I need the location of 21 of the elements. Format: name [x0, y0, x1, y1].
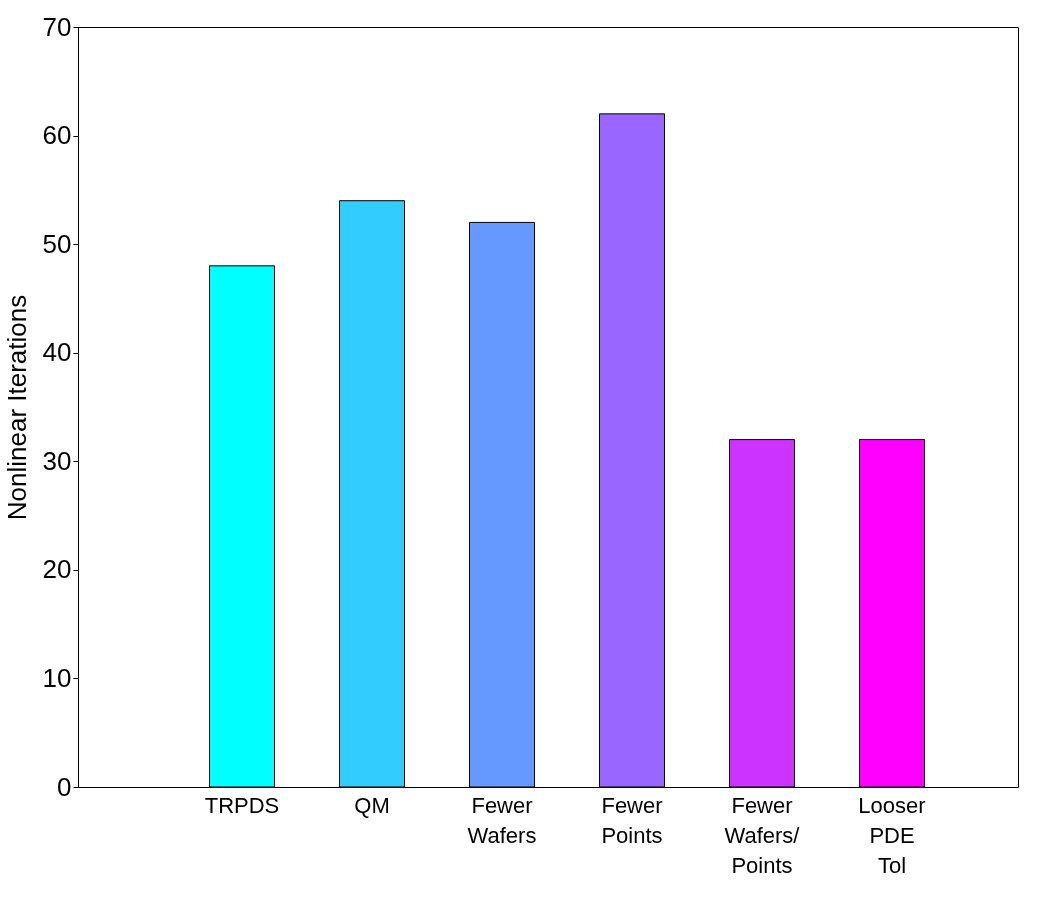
bar [729, 439, 795, 788]
x-tick-label: TRPDS [204, 792, 280, 818]
x-tick-label: Fewer Wafers/ Points [724, 792, 801, 878]
y-tick-label: 70 [42, 11, 72, 42]
x-tick-label: Looser PDE Tol [858, 792, 926, 878]
y-tick-label: 50 [42, 228, 72, 259]
y-tick-label: 10 [42, 662, 72, 693]
bar [469, 221, 535, 788]
y-tick-label: 30 [42, 445, 72, 476]
bar [859, 439, 925, 788]
y-tick-label: 20 [42, 554, 72, 585]
x-tick-label: Fewer Wafers [467, 792, 537, 848]
y-tick-label: 60 [42, 120, 72, 151]
bar [209, 265, 275, 788]
bar [339, 200, 405, 788]
x-tick-label: Fewer Points [601, 792, 663, 848]
y-axis-title: Nonlinear Iterations [1, 294, 32, 521]
y-tick-label: 0 [57, 771, 72, 802]
x-tick-label: QM [354, 792, 390, 818]
bar [599, 113, 665, 788]
y-tick-label: 40 [42, 337, 72, 368]
